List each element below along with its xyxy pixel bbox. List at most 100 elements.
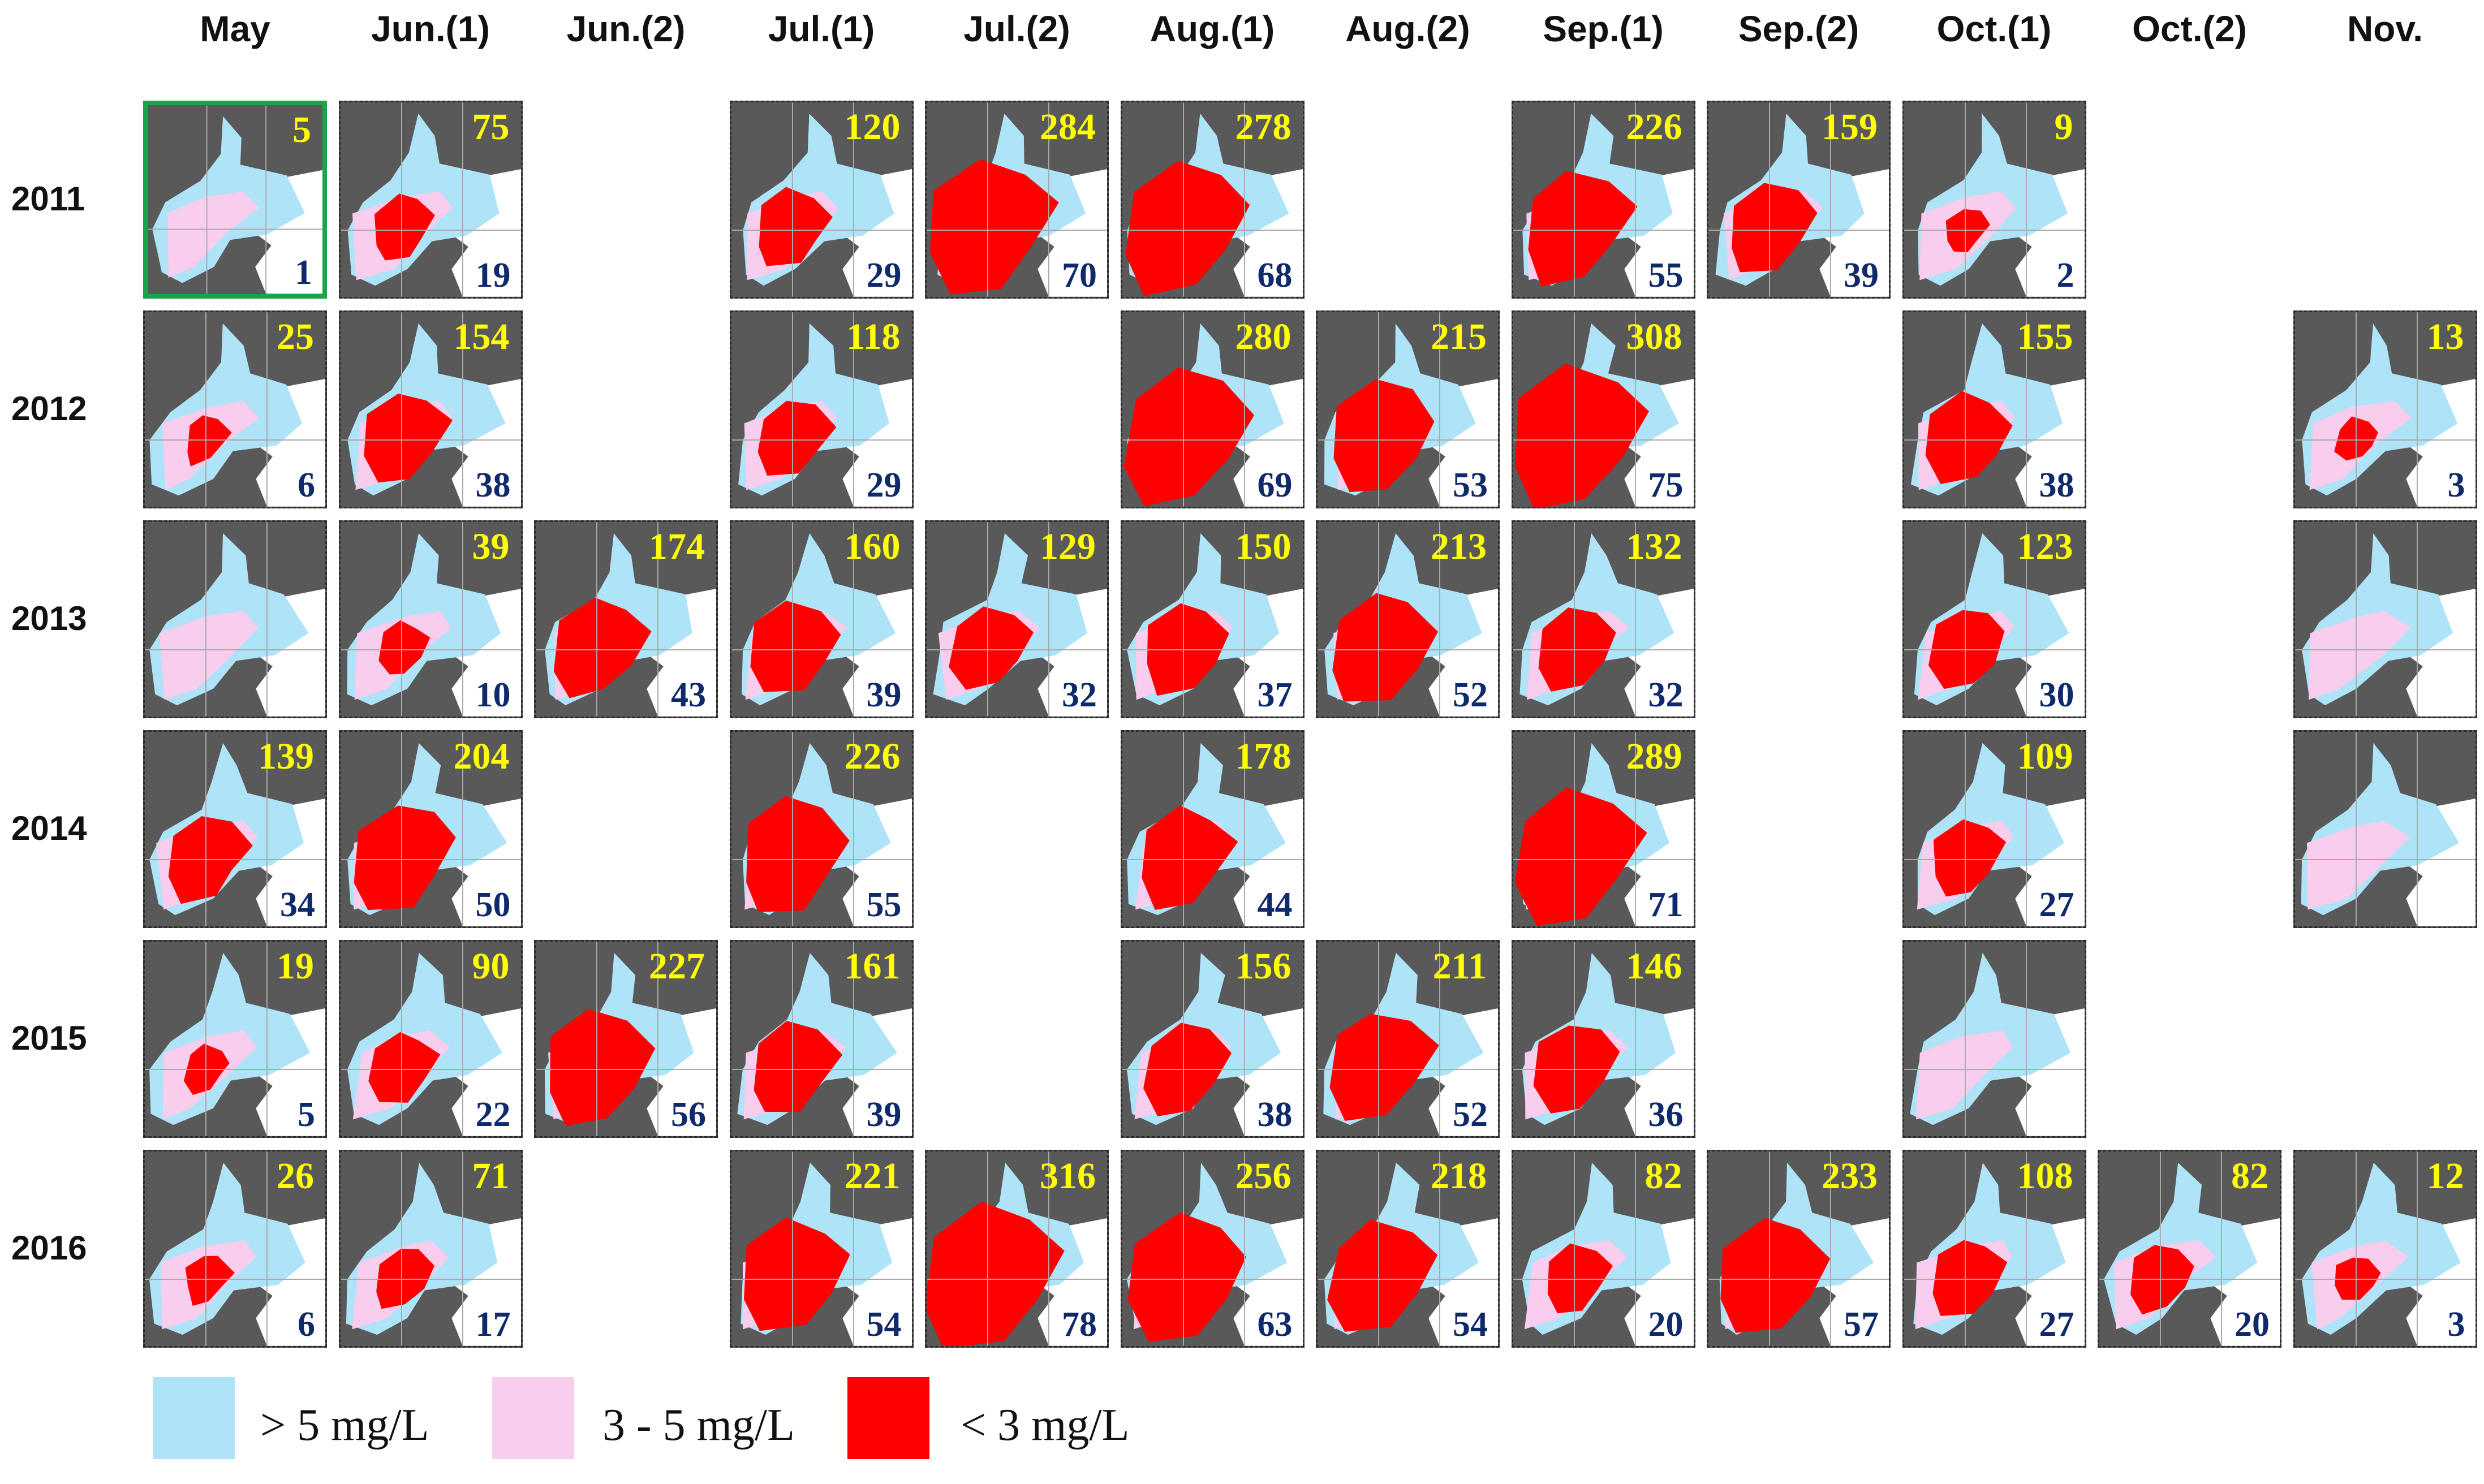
- area-value: 150: [1235, 526, 1291, 567]
- percent-value: 32: [1062, 676, 1097, 714]
- area-value: 154: [453, 316, 510, 357]
- percent-value: 55: [1648, 256, 1684, 295]
- column-header: Aug.(2): [1345, 8, 1470, 49]
- do-low-region: [553, 597, 652, 698]
- percent-value: 55: [866, 886, 902, 924]
- map-shape: [1513, 942, 1694, 1136]
- percent-value: 38: [475, 466, 511, 504]
- map-cell: 178 44: [1120, 730, 1305, 928]
- map-cell: 284 70: [925, 101, 1109, 299]
- map-shape: [340, 312, 521, 507]
- percent-value: 75: [1648, 466, 1684, 504]
- area-value: 26: [277, 1155, 314, 1197]
- row-header-year: 2014: [11, 809, 87, 847]
- map-shape: [2294, 522, 2476, 717]
- area-value: 316: [1040, 1155, 1096, 1197]
- percent-value: 32: [1648, 676, 1684, 714]
- map-shape: [1904, 312, 2085, 507]
- map-cell: 316 78: [925, 1150, 1109, 1348]
- area-value: 5: [292, 109, 311, 150]
- percent-value: 20: [1648, 1305, 1684, 1344]
- do-low-region: [949, 606, 1034, 690]
- map-shape: [731, 522, 912, 717]
- do-low-region: [1327, 1219, 1438, 1332]
- percent-value: 2: [2056, 256, 2074, 295]
- map-shape: [1904, 732, 2085, 926]
- percent-value: 3: [2447, 1305, 2465, 1344]
- percent-value: 37: [1257, 676, 1293, 714]
- map-shape: [731, 102, 912, 297]
- do-low-region: [1720, 1218, 1831, 1333]
- map-cell: 211 52: [1316, 940, 1500, 1138]
- map-cell: 146 36: [1511, 940, 1695, 1138]
- legend-label-high: > 5 mg/L: [260, 1400, 429, 1450]
- column-header: Jun.(1): [371, 8, 490, 49]
- percent-value: 54: [866, 1305, 902, 1344]
- area-value: 211: [1432, 946, 1487, 987]
- map-cell: 215 53: [1316, 310, 1500, 508]
- do-mid-region: [167, 191, 259, 278]
- map-shape: [340, 732, 521, 926]
- column-header: Sep.(2): [1738, 8, 1859, 49]
- map-cell: 233 57: [1707, 1150, 1891, 1348]
- map-cell: 12 3: [2293, 1150, 2477, 1348]
- percent-value: 53: [1453, 466, 1488, 504]
- do-mid-region: [2308, 611, 2411, 700]
- legend-swatch-mid: [492, 1377, 574, 1459]
- do-low-region: [378, 620, 430, 675]
- row-header-year: 2015: [11, 1019, 87, 1057]
- legend-swatch-low: [847, 1377, 929, 1459]
- area-value: 218: [1431, 1155, 1487, 1197]
- map-shape: [1904, 1151, 2085, 1346]
- percent-value: 10: [475, 676, 511, 714]
- map-shape: [1318, 312, 1498, 507]
- map-shape: [1513, 732, 1694, 926]
- do-low-region: [759, 187, 833, 266]
- do-mid-region: [159, 611, 259, 700]
- do-low-region: [1333, 379, 1435, 493]
- area-value: 156: [1235, 946, 1291, 987]
- percent-value: 39: [1844, 256, 1879, 295]
- percent-value: 30: [2039, 676, 2074, 714]
- map-cell: [2293, 730, 2477, 928]
- percent-value: 27: [2039, 1305, 2074, 1344]
- area-value: 39: [472, 526, 510, 567]
- map-cell: 280 69: [1120, 310, 1305, 508]
- percent-value: 5: [298, 1095, 315, 1134]
- do-low-region: [374, 193, 435, 261]
- map-cell: 82 20: [1511, 1150, 1695, 1348]
- map-cell: 139 34: [143, 730, 327, 928]
- map-cell: 226 55: [729, 730, 914, 928]
- do-low-region: [1127, 1212, 1246, 1342]
- map-shape: [2294, 1151, 2476, 1346]
- area-value: 159: [1822, 106, 1878, 148]
- do-low-region: [1123, 367, 1254, 507]
- do-low-region: [550, 1009, 656, 1127]
- percent-value: 63: [1257, 1305, 1293, 1344]
- do-low-region: [1528, 171, 1638, 287]
- percent-value: 29: [866, 256, 902, 295]
- area-value: 108: [2017, 1155, 2073, 1197]
- map-shape: [731, 1151, 912, 1346]
- map-shape: [1904, 942, 2085, 1136]
- do-low-region: [354, 805, 456, 911]
- map-shape: [1904, 522, 2085, 717]
- percent-value: 34: [280, 886, 315, 924]
- map-shape: [927, 1151, 1107, 1346]
- area-value: 120: [844, 106, 901, 148]
- percent-value: 69: [1257, 466, 1293, 504]
- do-low-region: [927, 1201, 1065, 1346]
- row-header-year: 2016: [11, 1229, 87, 1267]
- do-low-region: [746, 796, 850, 912]
- map-cell: 118 29: [729, 310, 914, 508]
- do-low-region: [1932, 1240, 2007, 1316]
- area-value: 289: [1626, 736, 1682, 777]
- area-value: 75: [472, 106, 510, 148]
- do-low-region: [1514, 364, 1649, 507]
- map-shape: [1513, 522, 1694, 717]
- percent-value: 6: [298, 1305, 315, 1344]
- do-mid-region: [2306, 821, 2410, 910]
- do-low-region: [930, 159, 1059, 295]
- map-cell: 109 27: [1902, 730, 2086, 928]
